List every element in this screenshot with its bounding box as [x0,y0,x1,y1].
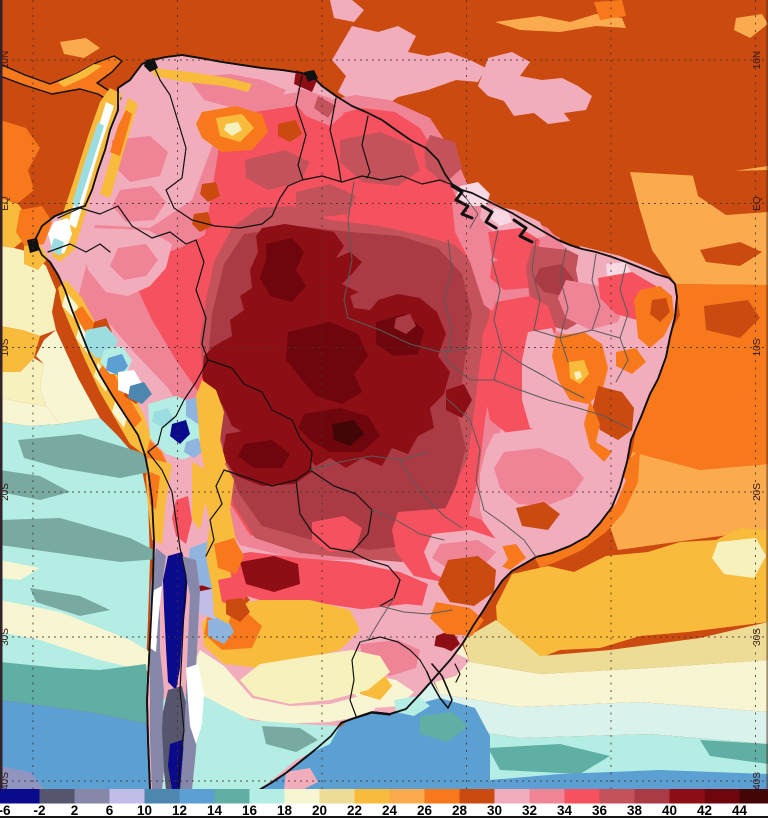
svg-text:-6: -6 [0,803,11,818]
svg-text:32: 32 [522,803,537,818]
svg-text:34: 34 [557,803,573,818]
svg-text:20S: 20S [752,483,763,501]
svg-text:22: 22 [347,803,362,818]
svg-text:EQ: EQ [752,196,763,211]
svg-text:10S: 10S [0,338,11,356]
svg-text:10N: 10N [0,51,11,69]
svg-text:20: 20 [312,803,327,818]
svg-text:30S: 30S [0,628,11,646]
svg-text:30: 30 [487,803,502,818]
svg-text:12: 12 [172,803,187,818]
svg-text:18: 18 [277,803,293,818]
svg-text:EQ: EQ [0,196,11,211]
svg-text:10S: 10S [752,338,763,356]
svg-text:6: 6 [106,803,114,818]
svg-text:30S: 30S [752,628,763,646]
svg-text:40: 40 [662,803,677,818]
svg-text:20S: 20S [0,483,11,501]
svg-text:10: 10 [137,803,152,818]
svg-text:36: 36 [592,803,608,818]
svg-text:-2: -2 [33,803,45,818]
svg-text:26: 26 [417,803,433,818]
svg-text:2: 2 [71,803,79,818]
svg-text:40S: 40S [0,772,11,790]
svg-text:16: 16 [242,803,258,818]
svg-text:40S: 40S [752,772,763,790]
svg-text:38: 38 [627,803,643,818]
svg-text:14: 14 [207,803,223,818]
svg-text:44: 44 [732,803,748,818]
svg-text:10N: 10N [752,51,763,69]
svg-text:28: 28 [452,803,468,818]
svg-text:42: 42 [697,803,712,818]
svg-text:24: 24 [382,803,398,818]
